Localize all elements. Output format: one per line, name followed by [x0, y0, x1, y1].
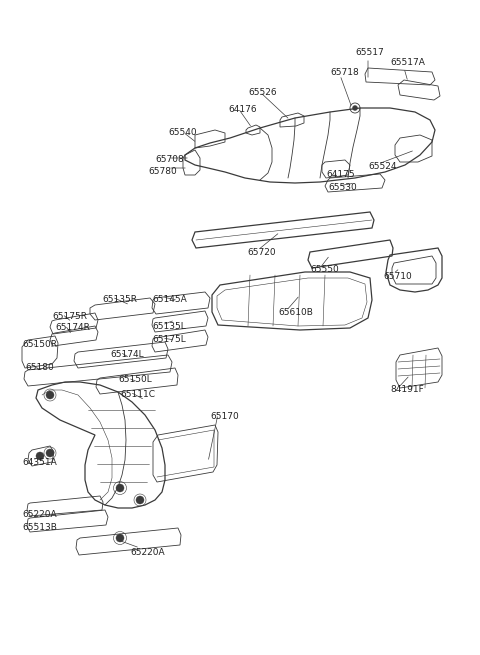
Text: 65708: 65708: [155, 155, 184, 164]
Text: 65720: 65720: [247, 248, 276, 257]
Circle shape: [136, 496, 144, 504]
Text: 65135R: 65135R: [102, 295, 137, 304]
Text: 65145A: 65145A: [152, 295, 187, 304]
Text: 65526: 65526: [248, 88, 276, 97]
Text: 65530: 65530: [328, 183, 357, 192]
Text: 65220A: 65220A: [130, 548, 165, 557]
Circle shape: [116, 534, 124, 542]
Text: 65524: 65524: [368, 162, 396, 171]
Text: 65610B: 65610B: [278, 308, 313, 317]
Text: 65540: 65540: [168, 128, 197, 137]
Text: 65174L: 65174L: [110, 350, 144, 359]
Circle shape: [46, 449, 54, 457]
Text: 64176: 64176: [228, 105, 257, 114]
Text: 65135L: 65135L: [152, 322, 186, 331]
Text: 65150R: 65150R: [22, 340, 57, 349]
Text: 65718: 65718: [330, 68, 359, 77]
Text: 65175L: 65175L: [152, 335, 186, 344]
Text: 65150L: 65150L: [118, 375, 152, 384]
Text: 64175: 64175: [326, 170, 355, 179]
Text: 65174R: 65174R: [55, 323, 90, 332]
Text: 65517: 65517: [355, 48, 384, 57]
Text: 65111C: 65111C: [120, 390, 155, 399]
Text: 65517A: 65517A: [390, 58, 425, 67]
Text: 65175R: 65175R: [52, 312, 87, 321]
Text: 65513B: 65513B: [22, 523, 57, 532]
Text: 65710: 65710: [383, 272, 412, 281]
Circle shape: [352, 105, 358, 111]
Text: 84191F: 84191F: [390, 385, 424, 394]
Text: 65170: 65170: [210, 412, 239, 421]
Text: 65180: 65180: [25, 363, 54, 372]
Circle shape: [46, 391, 54, 399]
Text: 65780: 65780: [148, 167, 177, 176]
Text: 65220A: 65220A: [22, 510, 57, 519]
Circle shape: [116, 484, 124, 492]
Text: 64351A: 64351A: [22, 458, 57, 467]
Text: 65550: 65550: [310, 265, 339, 274]
Circle shape: [36, 452, 44, 460]
